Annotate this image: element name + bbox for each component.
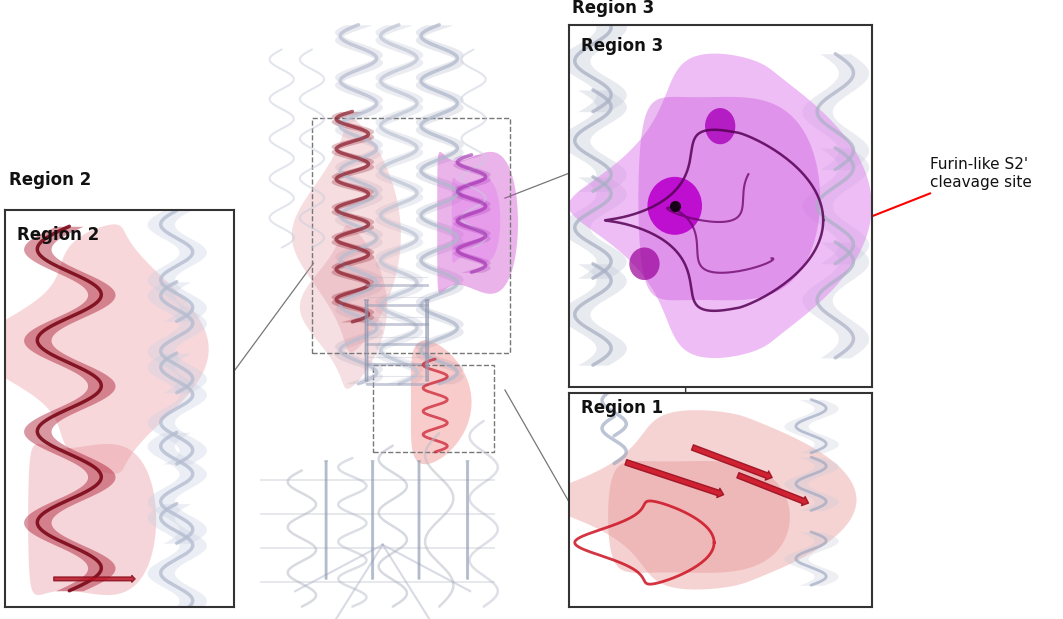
Polygon shape xyxy=(452,178,501,263)
Ellipse shape xyxy=(705,108,736,144)
Text: Region 2: Region 2 xyxy=(9,171,90,189)
Ellipse shape xyxy=(629,248,659,280)
Polygon shape xyxy=(569,54,872,358)
Bar xyxy=(313,118,510,353)
Text: Region 1: Region 1 xyxy=(580,399,663,417)
Text: Region 2: Region 2 xyxy=(17,227,99,245)
Polygon shape xyxy=(608,461,790,573)
Polygon shape xyxy=(411,340,472,464)
Polygon shape xyxy=(0,224,208,474)
Polygon shape xyxy=(29,444,156,595)
Polygon shape xyxy=(292,118,401,352)
Text: Predicted
Epitope: Predicted Epitope xyxy=(649,366,722,438)
Polygon shape xyxy=(639,97,821,300)
Polygon shape xyxy=(536,410,857,589)
Text: Region 3: Region 3 xyxy=(572,0,654,17)
Polygon shape xyxy=(437,152,518,294)
Text: Region 3: Region 3 xyxy=(580,37,663,56)
Ellipse shape xyxy=(647,177,702,235)
Bar xyxy=(373,365,494,452)
Text: Furin-like S2'
cleavage site: Furin-like S2' cleavage site xyxy=(828,157,1032,234)
Text: Region 1: Region 1 xyxy=(572,369,654,387)
Polygon shape xyxy=(300,225,387,389)
